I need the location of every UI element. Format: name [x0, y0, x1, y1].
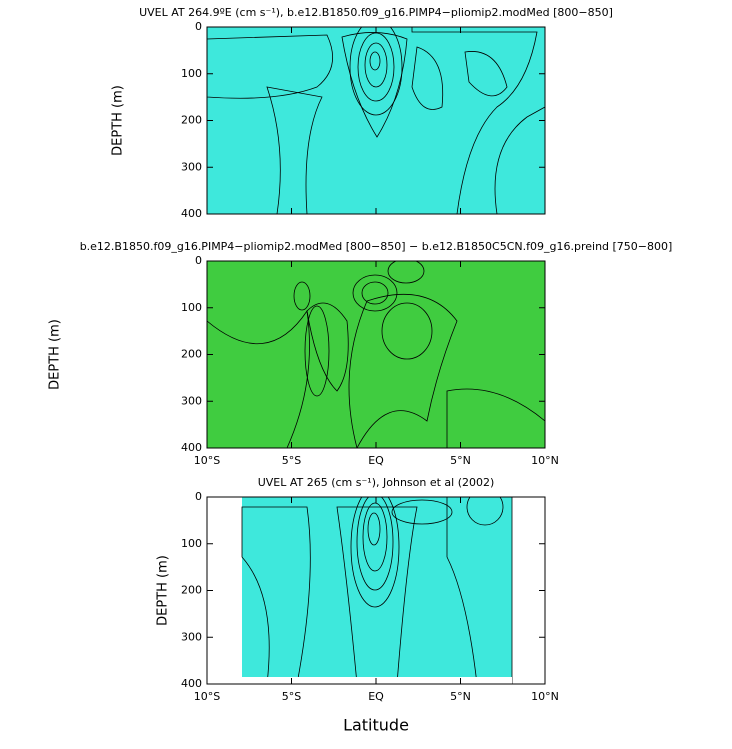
y-tick-label: 0: [195, 490, 202, 503]
contour-field: [207, 261, 545, 448]
y-axis-label: DEPTH (m): [156, 555, 171, 626]
y-tick-label: 400: [181, 441, 202, 454]
y-tick-label: 100: [181, 301, 202, 314]
x-tick-label: 5°N: [450, 454, 471, 467]
panel-title: UVEL AT 264.9ºE (cm s⁻¹), b.e12.B1850.f0…: [139, 6, 613, 19]
panel-title: b.e12.B1850.f09_g16.PIMP4−pliomip2.modMe…: [80, 240, 673, 253]
y-tick-label: 200: [181, 114, 202, 127]
y-tick-label: 400: [181, 207, 202, 220]
y-tick-label: 200: [181, 584, 202, 597]
y-tick-label: 0: [195, 20, 202, 33]
contour-field: [207, 27, 545, 214]
y-tick-label: 100: [181, 67, 202, 80]
x-tick-label: 10°N: [531, 690, 559, 703]
y-tick-label: 300: [181, 394, 202, 407]
x-tick-label: 5°S: [282, 690, 301, 703]
y-tick-label: 100: [181, 537, 202, 550]
y-tick-label: 0: [195, 254, 202, 267]
x-tick-label: 10°N: [531, 454, 559, 467]
x-axis-label: Latitude: [343, 716, 409, 735]
contour-field: [241, 497, 513, 684]
x-tick-label: EQ: [368, 454, 384, 467]
y-axis-label: DEPTH (m): [48, 319, 63, 390]
y-tick-label: 200: [181, 348, 202, 361]
x-tick-label: 10°S: [194, 690, 220, 703]
y-axis-label: DEPTH (m): [111, 85, 126, 156]
x-tick-label: 5°N: [450, 690, 471, 703]
x-tick-label: 5°S: [282, 454, 301, 467]
x-tick-label: 10°S: [194, 454, 220, 467]
y-tick-label: 300: [181, 630, 202, 643]
y-tick-label: 400: [181, 677, 202, 690]
y-tick-label: 300: [181, 160, 202, 173]
x-tick-label: EQ: [368, 690, 384, 703]
panel-title: UVEL AT 265 (cm s⁻¹), Johnson et al (200…: [258, 476, 495, 489]
